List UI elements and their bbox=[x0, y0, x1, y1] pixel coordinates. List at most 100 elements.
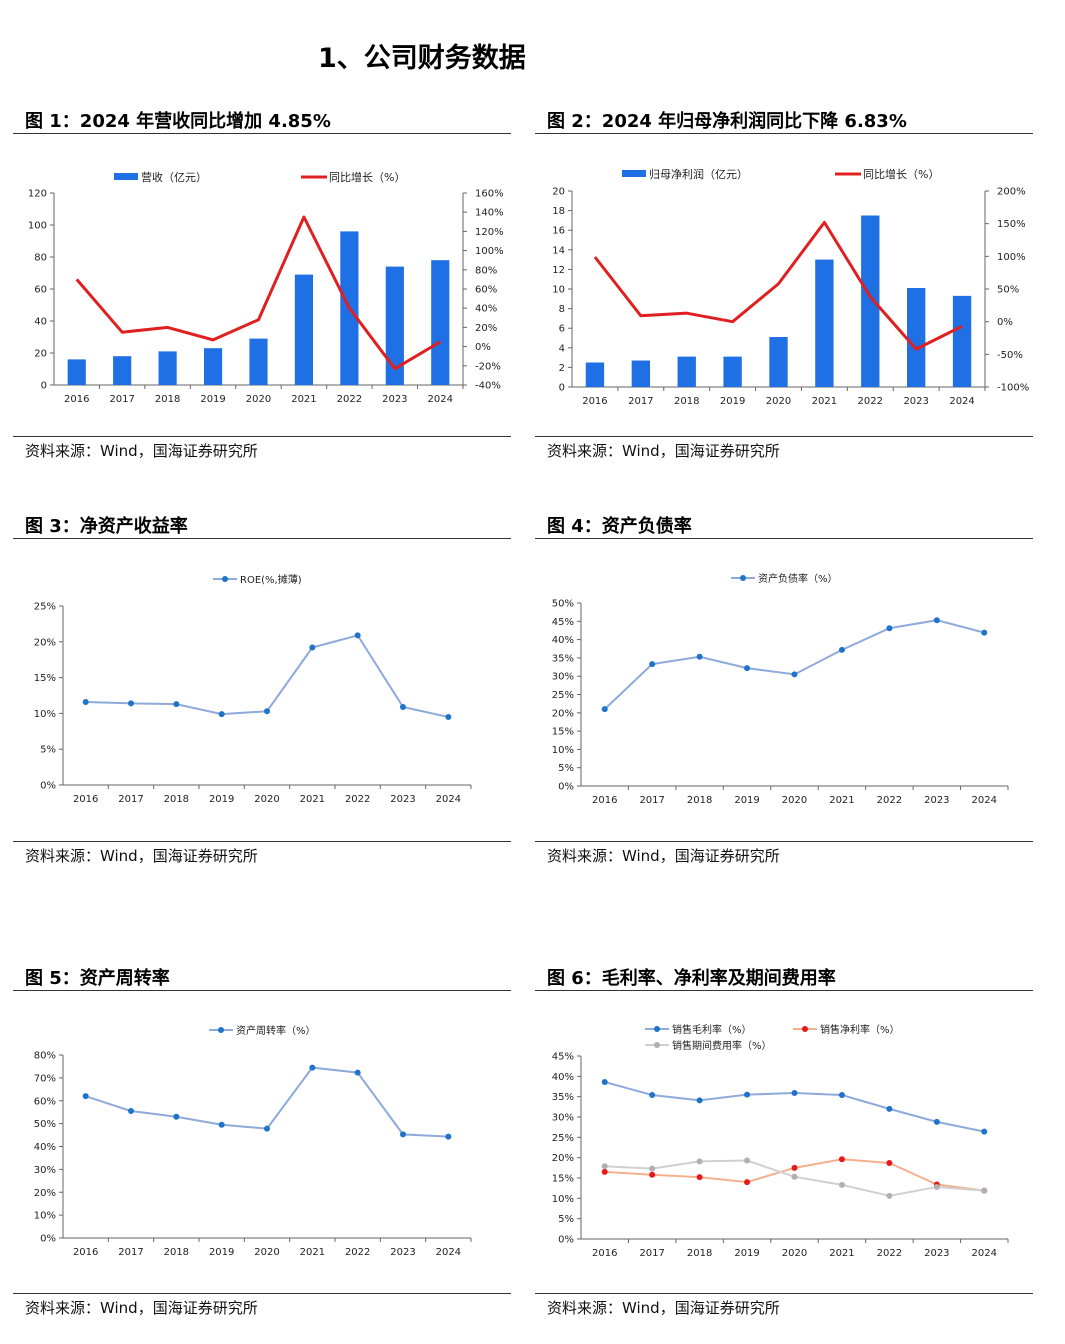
data-point bbox=[82, 1093, 89, 1100]
y-tick-label: 30% bbox=[552, 1113, 574, 1124]
y-tick-label: 0 bbox=[559, 383, 565, 394]
data-point bbox=[744, 1179, 751, 1186]
figure-6-bottom-rule bbox=[535, 1293, 1033, 1294]
x-tick-label: 2022 bbox=[877, 795, 902, 806]
x-tick-label: 2020 bbox=[254, 1247, 279, 1258]
data-point bbox=[400, 1131, 406, 1138]
figure-2-source: 资料来源：Wind，国海证券研究所 bbox=[547, 442, 780, 460]
y-tick-label: 2 bbox=[559, 363, 565, 374]
data-point bbox=[309, 644, 316, 651]
x-tick-label: 2019 bbox=[209, 1247, 234, 1258]
y-tick-label: 25% bbox=[34, 602, 56, 613]
data-point bbox=[838, 1156, 845, 1163]
figure-1-bottom-rule bbox=[13, 436, 511, 437]
figure-6-source: 资料来源：Wind，国海证券研究所 bbox=[547, 1299, 780, 1317]
x-tick-label: 2022 bbox=[345, 1247, 370, 1258]
y-tick-label: 10% bbox=[34, 709, 56, 720]
y-tick-label: 6 bbox=[559, 324, 565, 335]
data-point bbox=[128, 1108, 134, 1115]
bar bbox=[861, 215, 880, 387]
bar bbox=[203, 348, 223, 385]
y-tick-label: 50% bbox=[552, 599, 574, 610]
bar bbox=[952, 295, 972, 387]
data-point bbox=[886, 625, 893, 632]
y-tick-label: 20 bbox=[34, 349, 47, 360]
data-point bbox=[696, 653, 703, 660]
data-point bbox=[791, 1090, 798, 1097]
data-point bbox=[838, 1092, 845, 1099]
x-tick-label: 2021 bbox=[300, 1247, 325, 1258]
y-tick-label: 5% bbox=[558, 763, 574, 774]
x-tick-label: 2017 bbox=[639, 1248, 664, 1259]
y-tick-label: 10% bbox=[552, 745, 574, 756]
legend-label: 销售净利率（%） bbox=[820, 1023, 900, 1036]
x-tick-label: 2017 bbox=[628, 396, 653, 407]
y-tick-label: 20% bbox=[552, 1153, 574, 1164]
figure-4-chart: 0% 5% 10% 15% 20% 25% 30% 35% 40% 45% 50% 2016 2017 2… bbox=[552, 572, 1009, 806]
y2-tick-label: 150% bbox=[997, 219, 1026, 230]
figure-1-top-rule bbox=[13, 133, 511, 134]
data-point bbox=[649, 1165, 656, 1172]
data-point bbox=[309, 1064, 316, 1071]
y-tick-label: 0% bbox=[40, 1234, 56, 1245]
bar bbox=[294, 274, 314, 385]
y-tick-label: 0 bbox=[41, 381, 47, 392]
y-tick-label: 10 bbox=[552, 285, 565, 296]
x-tick-label: 2022 bbox=[345, 794, 370, 805]
data-point bbox=[601, 1168, 608, 1175]
y-tick-label: 15% bbox=[552, 727, 574, 738]
data-point bbox=[173, 1113, 180, 1120]
data-point bbox=[886, 1192, 893, 1199]
figure-1-chart: 0 20 40 60 80 100 120 -40% -20% 0% 20% 40% 60% 80% 100… bbox=[28, 170, 504, 405]
data-point bbox=[744, 665, 751, 672]
figure-3-top-rule bbox=[13, 538, 511, 539]
figure-4-title: 图 4：资产负债率 bbox=[547, 516, 692, 537]
x-tick-label: 2018 bbox=[155, 394, 180, 405]
figure-5-title: 图 5：资产周转率 bbox=[25, 968, 170, 989]
data-point bbox=[886, 1105, 893, 1112]
legend-label: 归母净利润（亿元） bbox=[649, 167, 748, 181]
x-tick-label: 2019 bbox=[734, 1248, 759, 1259]
x-tick-label: 2023 bbox=[390, 794, 415, 805]
data-point bbox=[218, 1121, 225, 1128]
y2-tick-label: 140% bbox=[475, 208, 504, 219]
data-point bbox=[400, 703, 406, 710]
y-tick-label: 16 bbox=[552, 226, 565, 237]
y2-tick-label: 0% bbox=[475, 342, 491, 353]
growth-line bbox=[593, 220, 963, 351]
y2-tick-label: -20% bbox=[475, 361, 501, 372]
y2-tick-label: 80% bbox=[475, 265, 497, 276]
y-tick-label: 35% bbox=[552, 1092, 574, 1103]
x-tick-label: 2023 bbox=[390, 1247, 415, 1258]
y-tick-label: 45% bbox=[552, 1052, 574, 1063]
y-tick-label: 4 bbox=[559, 343, 565, 354]
x-tick-label: 2016 bbox=[73, 794, 98, 805]
x-tick-label: 2020 bbox=[246, 394, 271, 405]
legend-swatch-bar bbox=[622, 170, 646, 177]
data-point bbox=[933, 617, 940, 624]
x-tick-label: 2018 bbox=[164, 1247, 189, 1258]
data-point bbox=[82, 698, 89, 705]
x-tick-label: 2021 bbox=[829, 795, 854, 806]
figure-2-title: 图 2：2024 年归母净利润同比下降 6.83% bbox=[547, 111, 907, 132]
x-tick-label: 2016 bbox=[64, 394, 89, 405]
y-tick-label: 20% bbox=[34, 637, 56, 648]
y-tick-label: 30% bbox=[552, 672, 574, 683]
data-point bbox=[445, 1133, 452, 1140]
y2-tick-label: 50% bbox=[997, 285, 1019, 296]
x-tick-label: 2021 bbox=[829, 1248, 854, 1259]
x-tick-label: 2022 bbox=[877, 1248, 902, 1259]
x-tick-label: 2024 bbox=[972, 1248, 997, 1259]
y-tick-label: 80% bbox=[34, 1051, 56, 1062]
bar bbox=[677, 356, 696, 387]
figure-3-title: 图 3：净资产收益率 bbox=[25, 516, 188, 537]
data-point bbox=[981, 1128, 988, 1135]
data-point bbox=[649, 661, 656, 668]
x-tick-label: 2016 bbox=[592, 1248, 617, 1259]
y-tick-label: 100 bbox=[28, 221, 47, 232]
data-point bbox=[601, 1163, 608, 1170]
data-point bbox=[791, 671, 798, 678]
data-point bbox=[264, 708, 270, 715]
y-tick-label: 45% bbox=[552, 617, 574, 628]
data-point bbox=[981, 629, 988, 636]
